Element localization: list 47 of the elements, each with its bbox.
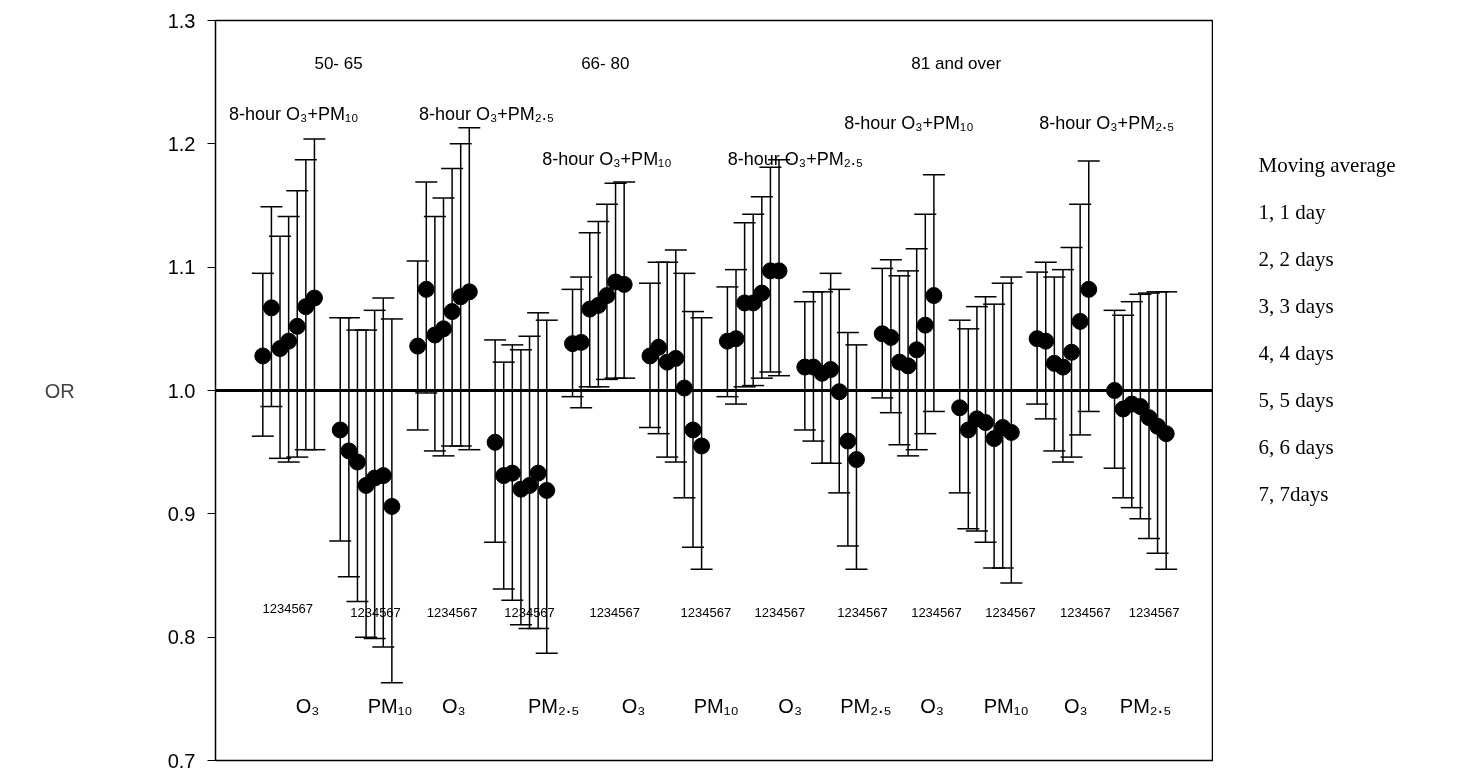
annotation: 50- 65 [314, 54, 363, 74]
annotation: 1234567 [754, 605, 806, 620]
annotation: 8-hour O₃+PM₂.₅ [727, 148, 863, 169]
annotation: 1234567 [911, 605, 962, 620]
annotation: PM₂.₅ [1119, 695, 1172, 718]
annotation: O₃ [621, 695, 646, 718]
y-tick-label: 0.8 [167, 626, 196, 649]
annotation: 1234567 [589, 605, 641, 620]
annotation: 1234567 [1128, 605, 1180, 620]
annotation: 1234567 [680, 605, 732, 620]
annotation: PM₁₀ [367, 695, 413, 718]
annotation: PM₁₀ [693, 695, 739, 718]
annotation: 1234567 [426, 605, 478, 620]
text: 7, 7days [1258, 481, 1329, 506]
annotation: 8-hour O₃+PM₂.₅ [1039, 112, 1175, 133]
annotation: 1234567 [985, 605, 1036, 620]
text: 3, 3 days [1258, 293, 1334, 318]
annotation: 81 and over [911, 54, 1002, 74]
annotation: O₃ [920, 695, 945, 718]
text: 6, 6 days [1258, 434, 1334, 459]
annotation: 8-hour O₃+PM₁₀ [542, 148, 672, 169]
annotation: O₃ [295, 695, 320, 718]
y-tick-label: 1.0 [167, 379, 196, 402]
y-tick-label: 1.3 [167, 9, 196, 32]
annotation: 8-hour O₃+PM₁₀ [844, 112, 974, 133]
annotation: O₃ [778, 695, 803, 718]
annotation: O₃ [1063, 695, 1088, 718]
annotation: 8-hour O₃+PM₁₀ [229, 104, 359, 125]
y-axis-title: OR [44, 379, 75, 402]
y-tick-label: 1.2 [167, 132, 196, 155]
annotation: PM₂.₅ [840, 695, 892, 718]
annotation: 66- 80 [581, 54, 630, 74]
annotation: 1234567 [837, 605, 888, 620]
annotation: 1234567 [1060, 605, 1111, 620]
annotation: 8-hour O₃+PM₂.₅ [418, 104, 555, 125]
annotation: PM₁₀ [983, 695, 1029, 718]
y-tick-label: 1.1 [167, 256, 196, 279]
text: 2, 2 days [1258, 246, 1334, 271]
annotation: 1234567 [262, 601, 314, 617]
text: 5, 5 days [1258, 387, 1334, 412]
text: Moving average [1258, 152, 1396, 177]
text: 4, 4 days [1258, 340, 1334, 365]
annotation: O₃ [441, 695, 466, 718]
y-tick-label: 0.7 [167, 749, 196, 772]
y-tick-label: 0.9 [167, 502, 196, 525]
annotation: PM₂.₅ [527, 695, 580, 718]
text: 1, 1 day [1258, 199, 1327, 224]
